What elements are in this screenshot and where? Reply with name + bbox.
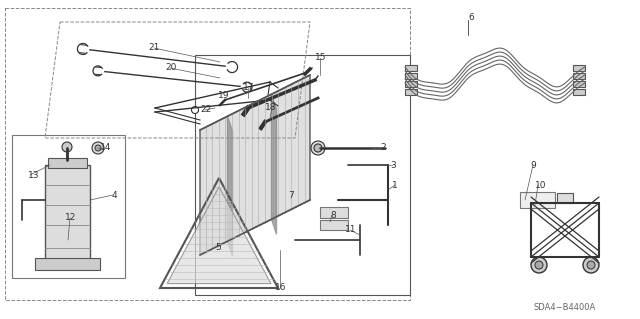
Bar bbox=[320, 220, 348, 230]
Text: 20: 20 bbox=[165, 63, 177, 72]
Text: 1: 1 bbox=[392, 181, 397, 189]
Bar bbox=[520, 192, 555, 208]
Text: 10: 10 bbox=[535, 181, 547, 189]
Circle shape bbox=[92, 142, 104, 154]
Bar bbox=[35, 258, 100, 270]
Bar bbox=[405, 89, 417, 95]
Bar bbox=[573, 65, 585, 71]
Circle shape bbox=[583, 257, 599, 273]
Polygon shape bbox=[167, 187, 271, 284]
Circle shape bbox=[587, 261, 595, 269]
Text: 9: 9 bbox=[530, 160, 536, 169]
Circle shape bbox=[62, 142, 72, 152]
Circle shape bbox=[535, 261, 543, 269]
Bar bbox=[5, 8, 410, 300]
Text: 5: 5 bbox=[215, 243, 221, 253]
Bar bbox=[573, 81, 585, 87]
Text: 4: 4 bbox=[112, 190, 118, 199]
Polygon shape bbox=[271, 94, 276, 234]
Polygon shape bbox=[200, 75, 310, 255]
Text: 8: 8 bbox=[330, 211, 336, 219]
Bar bbox=[12, 135, 125, 278]
Text: 19: 19 bbox=[218, 91, 230, 100]
Polygon shape bbox=[227, 116, 232, 256]
Bar bbox=[405, 73, 417, 79]
Text: 6: 6 bbox=[468, 13, 474, 23]
Text: 13: 13 bbox=[28, 170, 40, 180]
Bar bbox=[320, 207, 348, 218]
Text: 3: 3 bbox=[390, 160, 396, 169]
Bar bbox=[405, 65, 417, 71]
Circle shape bbox=[191, 107, 198, 114]
Bar bbox=[48, 158, 87, 168]
Bar bbox=[557, 193, 573, 203]
Text: 12: 12 bbox=[65, 213, 76, 222]
Text: SDA4−B4400A: SDA4−B4400A bbox=[534, 303, 596, 313]
Circle shape bbox=[531, 257, 547, 273]
Text: 22: 22 bbox=[200, 106, 211, 115]
Circle shape bbox=[95, 145, 101, 151]
Circle shape bbox=[311, 141, 325, 155]
Text: 15: 15 bbox=[315, 54, 326, 63]
Text: 2: 2 bbox=[380, 144, 386, 152]
Bar bbox=[405, 81, 417, 87]
Text: 21: 21 bbox=[148, 43, 159, 53]
Text: 14: 14 bbox=[100, 144, 111, 152]
Text: 17: 17 bbox=[243, 84, 255, 93]
Text: 16: 16 bbox=[275, 284, 287, 293]
Text: 18: 18 bbox=[265, 103, 276, 113]
Circle shape bbox=[314, 144, 322, 152]
Bar bbox=[573, 73, 585, 79]
Text: 11: 11 bbox=[345, 226, 356, 234]
Bar bbox=[195, 55, 410, 295]
Bar bbox=[45, 165, 90, 265]
Bar bbox=[573, 89, 585, 95]
Text: 7: 7 bbox=[288, 190, 294, 199]
